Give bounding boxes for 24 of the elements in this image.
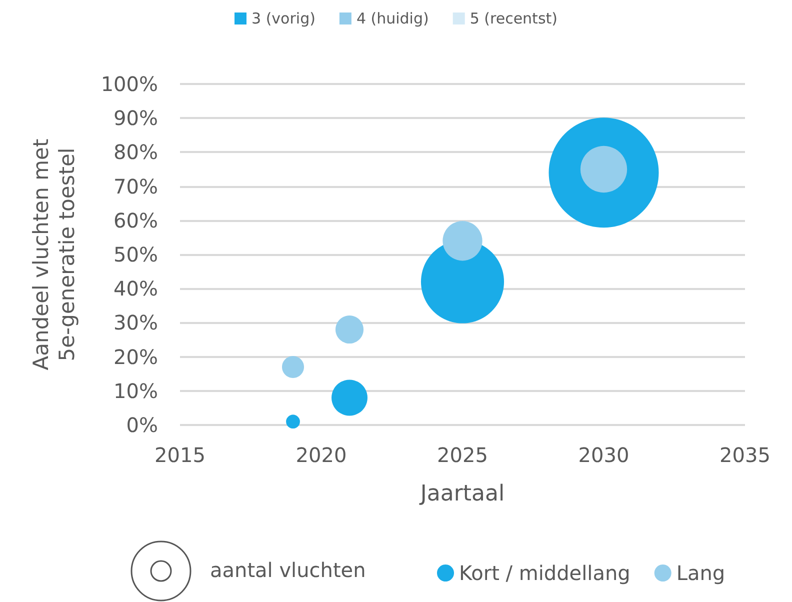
- legend-label: 3 (vorig): [252, 10, 316, 28]
- y-tick-label: 0%: [126, 413, 158, 437]
- legend-label: 5 (recentst): [470, 10, 558, 28]
- x-tick-label: 2020: [296, 443, 347, 467]
- x-tick-label: 2030: [578, 443, 630, 467]
- y-tick-label: 90%: [114, 106, 158, 130]
- x-tick-label: 2025: [437, 443, 488, 467]
- x-axis-title: Jaartaal: [418, 482, 505, 506]
- y-axis-title: Aandeel vluchten met 5e-generatie toestel: [29, 138, 79, 370]
- y-tick-label: 30%: [114, 310, 158, 335]
- text: aantal vluchten: [210, 558, 366, 582]
- y-tick-label: 80%: [114, 140, 158, 164]
- y-tick-label: 60%: [114, 208, 158, 232]
- x-tick-label: 2015: [154, 443, 206, 467]
- y-tick-label: 40%: [114, 276, 158, 301]
- y-tick-label: 70%: [114, 174, 158, 198]
- legend-label: Kort / middellang: [459, 561, 630, 585]
- y-tick-label: 100%: [100, 72, 158, 96]
- y-tick-label: 50%: [114, 242, 158, 266]
- legend-label: Lang: [676, 561, 726, 585]
- x-tick-label: 2035: [720, 443, 770, 467]
- legend-label: 4 (huidig): [356, 10, 429, 28]
- y-tick-label: 10%: [114, 378, 158, 403]
- y-tick-label: 20%: [114, 344, 158, 369]
